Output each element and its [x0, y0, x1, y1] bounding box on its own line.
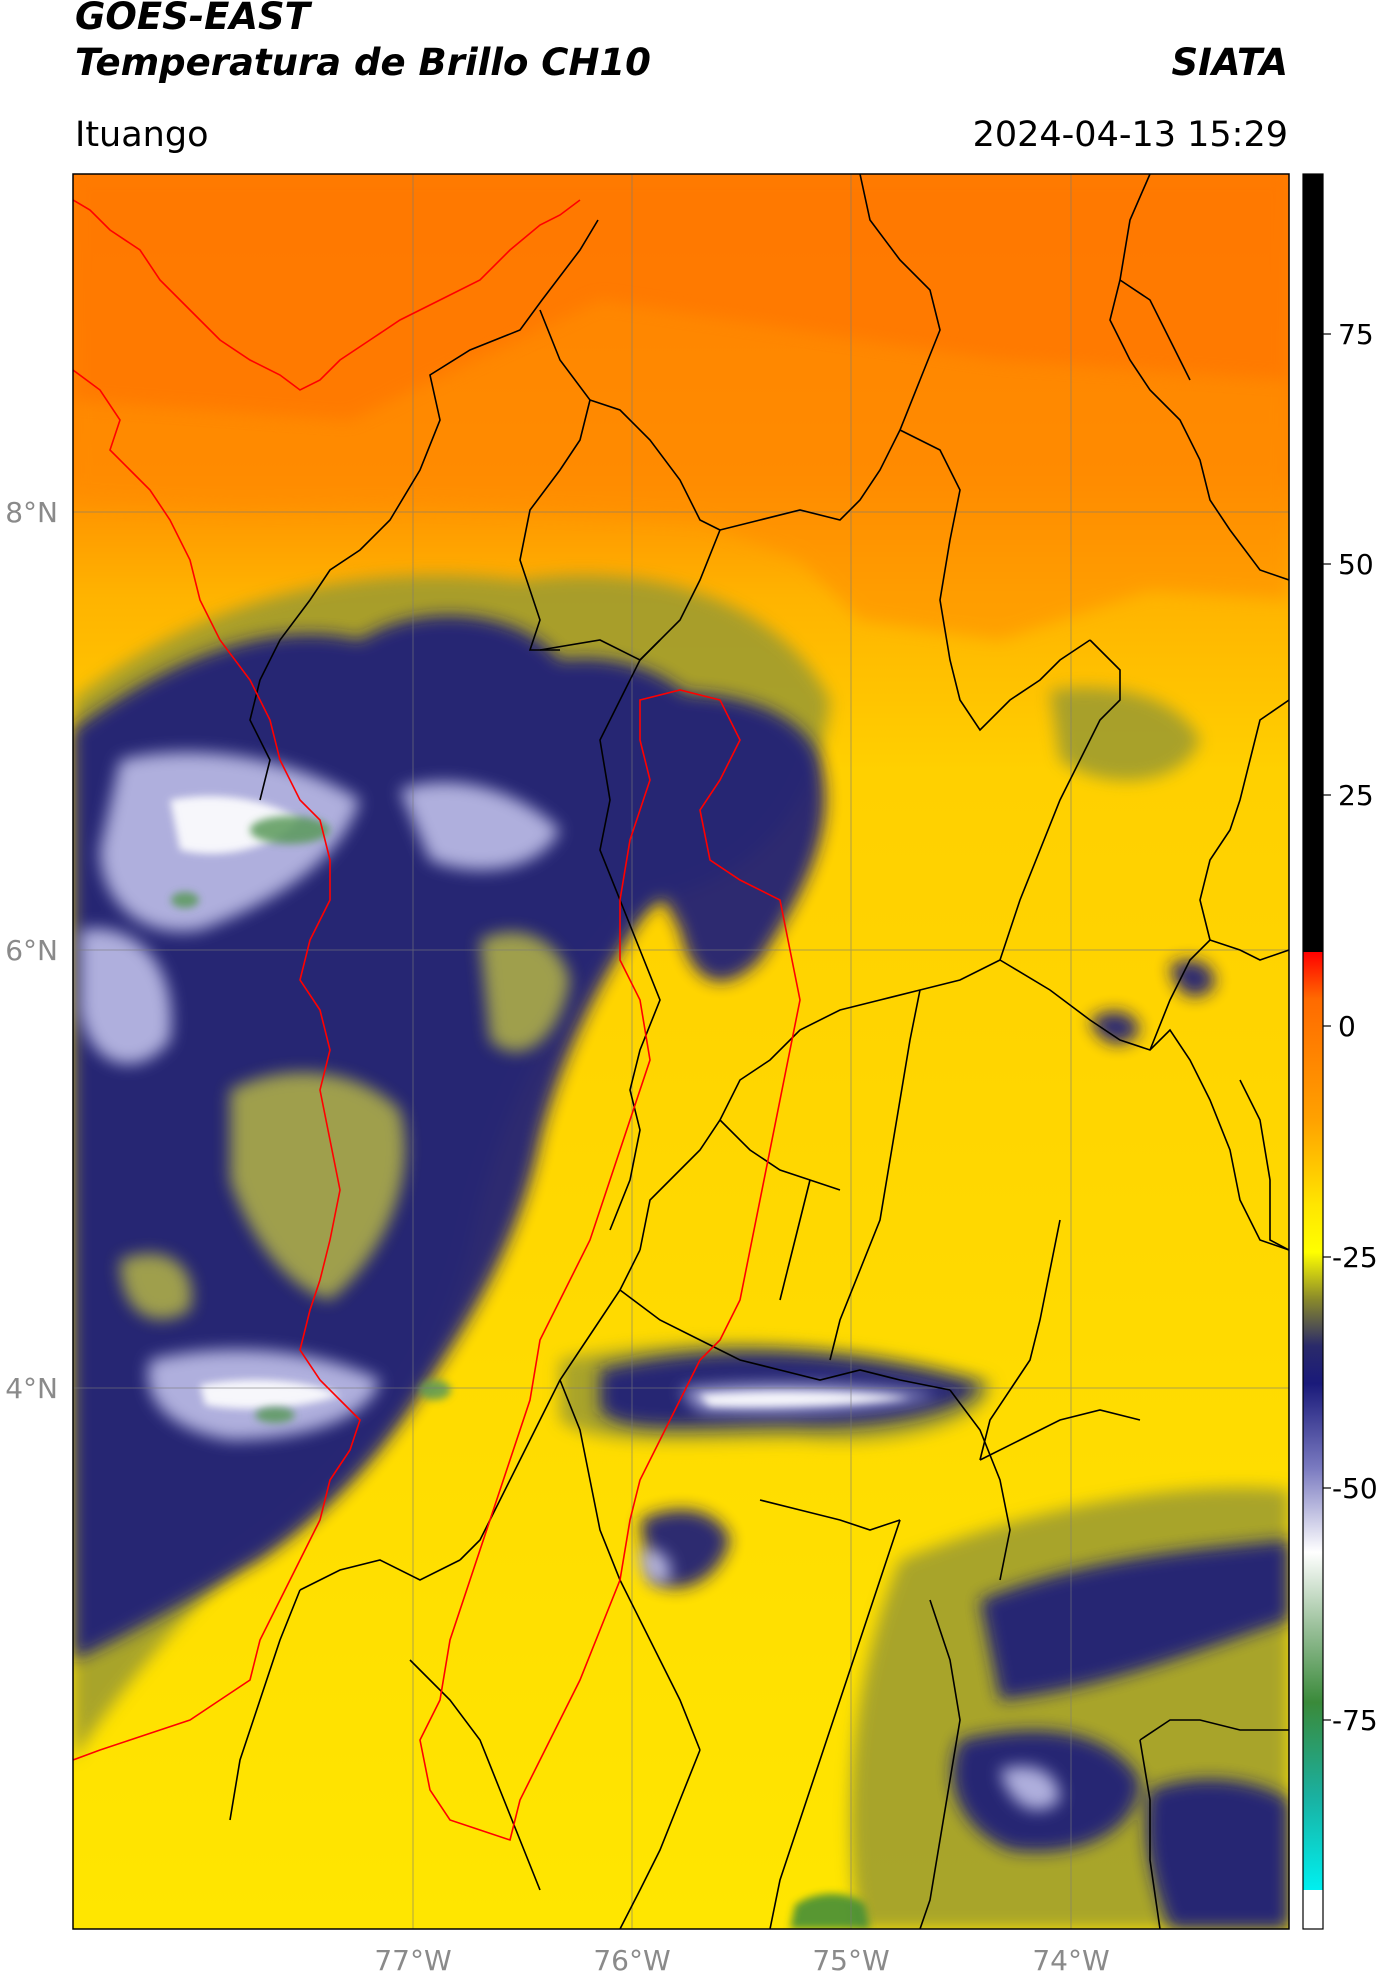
colorbar: 75 50 25 0 -25 -50 -75 [1302, 173, 1378, 1930]
organization-label: SIATA [1171, 41, 1288, 84]
lon-label-74w: 74°W [1032, 1944, 1109, 1977]
colorbar-white-segment [1303, 1890, 1323, 1929]
colorbar-tick-50: 50 [1338, 548, 1374, 581]
colorbar-gradient [1303, 952, 1323, 1890]
satellite-title: GOES-EAST [75, 0, 310, 38]
latitude-labels: 8°N 6°N 4°N [5, 496, 58, 1405]
timestamp-label: 2024-04-13 15:29 [972, 115, 1288, 155]
colorbar-tick-25: 25 [1338, 779, 1374, 812]
colorbar-tick-minus75: -75 [1332, 1704, 1378, 1737]
map-frame [72, 173, 1290, 1930]
colorbar-tick-75: 75 [1338, 318, 1374, 351]
lon-label-77w: 77°W [374, 1944, 451, 1977]
longitude-labels: 77°W 76°W 75°W 74°W [374, 1944, 1109, 1977]
lon-label-76w: 76°W [593, 1944, 670, 1977]
lat-label-8n: 8°N [5, 496, 58, 529]
lat-label-4n: 4°N [5, 1372, 58, 1405]
very-cold-spots [171, 816, 870, 1929]
graticule [73, 174, 1289, 1929]
map-area [73, 174, 1289, 1929]
coastline-and-region-outline [73, 199, 801, 1842]
product-title: Temperatura de Brillo CH10 [75, 41, 651, 84]
lon-label-75w: 75°W [812, 1944, 889, 1977]
colorbar-tick-0: 0 [1338, 1010, 1356, 1043]
location-label: Ituango [75, 115, 209, 155]
colorbar-tick-minus25: -25 [1332, 1241, 1378, 1274]
colorbar-tick-minus50: -50 [1332, 1472, 1378, 1505]
colorbar-black-segment [1303, 174, 1323, 952]
lat-label-6n: 6°N [5, 934, 58, 967]
